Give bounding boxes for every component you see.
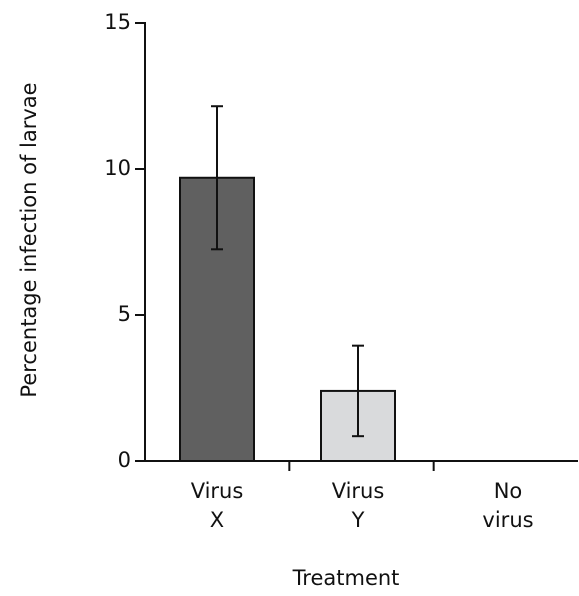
y-tick-label: 5 <box>118 302 131 326</box>
y-axis-label: Percentage infection of larvae <box>17 82 41 397</box>
x-tick-label: Virus X <box>191 479 244 532</box>
x-tick-label: No virus <box>482 479 533 532</box>
y-tick-label: 10 <box>104 156 131 180</box>
x-axis-label: Treatment <box>292 566 400 590</box>
x-tick-label: Virus Y <box>332 479 385 532</box>
y-tick-label: 15 <box>104 10 131 34</box>
y-tick-label: 0 <box>118 448 131 472</box>
